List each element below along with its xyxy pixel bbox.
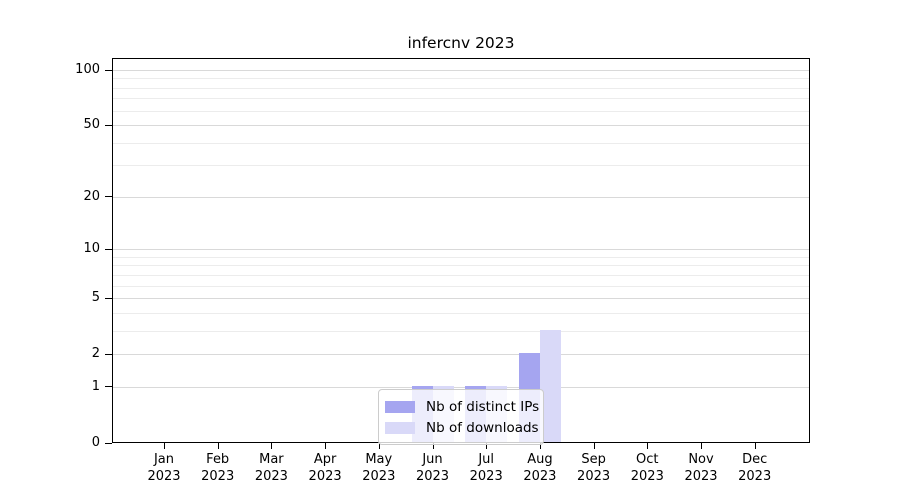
y-tick-label: 1	[91, 378, 100, 394]
y-tick-label: 100	[75, 62, 100, 77]
minor-gridline	[113, 142, 809, 144]
x-tick	[217, 443, 219, 449]
x-tick	[539, 443, 541, 449]
x-tick-label: Jan 2023	[132, 451, 196, 485]
x-tick-year: 2023	[147, 469, 181, 484]
x-tick	[164, 443, 165, 449]
major-gridline	[113, 249, 809, 251]
x-tick-label: May 2023	[347, 451, 411, 485]
x-tick-month: Sep	[581, 452, 606, 467]
bar-downloads	[539, 329, 561, 442]
y-tick	[105, 69, 112, 71]
x-tick	[271, 443, 273, 449]
x-tick-year: 2023	[630, 469, 664, 484]
x-tick-year: 2023	[415, 469, 450, 484]
x-tick-label: Jul 2023	[454, 451, 518, 485]
y-tick-label: 0	[91, 435, 100, 450]
x-tick	[754, 443, 756, 449]
x-tick-year: 2023	[523, 469, 557, 484]
y-tick	[105, 297, 112, 299]
x-tick-month: Oct	[636, 452, 659, 467]
legend-swatch-distinct-ips	[385, 400, 415, 413]
x-tick	[701, 443, 702, 449]
x-tick-month: Aug	[527, 452, 553, 467]
minor-gridline	[113, 165, 809, 167]
x-tick-month: Jan	[153, 452, 175, 467]
x-tick-label: Apr 2023	[293, 451, 357, 485]
x-tick-label: Mar 2023	[239, 451, 303, 485]
y-tick	[105, 442, 112, 444]
y-tick-label: 50	[83, 117, 100, 133]
x-tick	[486, 443, 488, 449]
minor-gridline	[113, 110, 809, 112]
legend: Nb of distinct IPs Nb of downloads	[378, 389, 544, 445]
x-tick-month: May	[365, 452, 393, 467]
x-tick-label: Feb 2023	[186, 451, 250, 485]
major-gridline	[113, 354, 809, 356]
minor-gridline	[113, 330, 809, 332]
x-tick-label: Dec 2023	[723, 451, 787, 485]
x-tick	[593, 443, 595, 449]
x-tick-month: Nov	[688, 452, 714, 467]
minor-gridline	[113, 285, 809, 287]
x-tick-month: Jul	[478, 452, 495, 467]
x-tick	[325, 443, 327, 449]
x-tick-label: Nov 2023	[669, 451, 733, 485]
minor-gridline	[113, 312, 809, 314]
y-tick	[105, 386, 112, 388]
y-tick-label: 10	[83, 241, 100, 257]
legend-entry-downloads: Nb of downloads	[385, 417, 539, 438]
x-tick-month: Apr	[313, 452, 337, 467]
x-tick-month: Jun	[422, 452, 443, 467]
x-tick-year: 2023	[308, 469, 342, 484]
x-tick-year: 2023	[684, 469, 718, 484]
x-tick-year: 2023	[577, 469, 611, 484]
x-tick-year: 2023	[254, 469, 288, 484]
x-tick-year: 2023	[738, 469, 772, 484]
x-tick	[378, 443, 380, 449]
legend-entry-distinct-ips: Nb of distinct IPs	[385, 396, 539, 417]
chart-title: infercnv 2023	[407, 34, 515, 52]
x-tick-label: Sep 2023	[562, 451, 626, 485]
minor-gridline	[113, 87, 809, 89]
legend-label-distinct-ips: Nb of distinct IPs	[426, 398, 540, 415]
major-gridline	[113, 386, 809, 388]
y-tick-label: 20	[83, 188, 100, 204]
x-tick-year: 2023	[362, 469, 396, 484]
minor-gridline	[113, 274, 809, 276]
x-tick-month: Dec	[742, 452, 768, 467]
x-tick-label: Jun 2023	[401, 451, 465, 485]
minor-gridline	[113, 78, 809, 80]
plot-area: Nb of distinct IPs Nb of downloads	[112, 58, 810, 445]
x-tick	[432, 443, 434, 449]
legend-swatch-downloads	[385, 421, 415, 434]
major-gridline	[113, 196, 809, 198]
y-tick	[105, 196, 112, 198]
legend-label-downloads: Nb of downloads	[426, 419, 539, 436]
major-gridline	[113, 298, 809, 300]
x-tick-year: 2023	[469, 469, 503, 484]
y-tick	[105, 124, 112, 126]
minor-gridline	[113, 256, 809, 258]
x-tick-label: Oct 2023	[615, 451, 679, 485]
y-tick	[105, 353, 112, 355]
x-tick-month: Mar	[259, 452, 284, 467]
minor-gridline	[113, 265, 809, 267]
x-tick	[647, 443, 649, 449]
major-gridline	[113, 125, 809, 127]
major-gridline	[113, 70, 809, 71]
x-tick-month: Feb	[206, 452, 230, 467]
x-tick-label: Aug 2023	[508, 451, 572, 485]
y-tick-label: 5	[91, 290, 100, 306]
x-tick-year: 2023	[201, 469, 235, 484]
y-tick-label: 2	[91, 346, 100, 362]
y-tick	[105, 248, 112, 250]
minor-gridline	[113, 98, 809, 100]
